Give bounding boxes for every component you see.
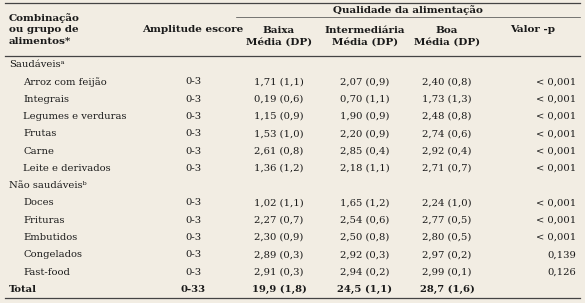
Text: 0-3: 0-3 (185, 129, 201, 138)
Text: < 0,001: < 0,001 (536, 78, 576, 86)
Text: 2,77 (0,5): 2,77 (0,5) (422, 216, 472, 225)
Text: 0-3: 0-3 (185, 147, 201, 155)
Text: 19,9 (1,8): 19,9 (1,8) (252, 285, 307, 294)
Text: 0,139: 0,139 (547, 250, 576, 259)
Text: < 0,001: < 0,001 (536, 112, 576, 121)
Text: 0-3: 0-3 (185, 250, 201, 259)
Text: Total: Total (9, 285, 37, 294)
Text: 2,54 (0,6): 2,54 (0,6) (340, 216, 390, 225)
Text: 2,40 (0,8): 2,40 (0,8) (422, 78, 472, 86)
Text: 2,80 (0,5): 2,80 (0,5) (422, 233, 472, 242)
Text: Embutidos: Embutidos (23, 233, 77, 242)
Text: 2,99 (0,1): 2,99 (0,1) (422, 268, 472, 277)
Text: 0-3: 0-3 (185, 268, 201, 277)
Text: 0-3: 0-3 (185, 78, 201, 86)
Text: 2,48 (0,8): 2,48 (0,8) (422, 112, 472, 121)
Text: < 0,001: < 0,001 (536, 164, 576, 173)
Text: 2,50 (0,8): 2,50 (0,8) (340, 233, 390, 242)
Text: < 0,001: < 0,001 (536, 233, 576, 242)
Text: 2,92 (0,3): 2,92 (0,3) (340, 250, 390, 259)
Text: Leite e derivados: Leite e derivados (23, 164, 111, 173)
Text: 28,7 (1,6): 28,7 (1,6) (419, 285, 474, 294)
Text: Arroz com feijão: Arroz com feijão (23, 77, 106, 87)
Text: 0,126: 0,126 (547, 268, 576, 277)
Text: 1,36 (1,2): 1,36 (1,2) (254, 164, 304, 173)
Text: 2,61 (0,8): 2,61 (0,8) (254, 147, 304, 155)
Text: Boa
Média (DP): Boa Média (DP) (414, 26, 480, 47)
Text: Frituras: Frituras (23, 216, 64, 225)
Text: < 0,001: < 0,001 (536, 129, 576, 138)
Text: 2,89 (0,3): 2,89 (0,3) (254, 250, 304, 259)
Text: Frutas: Frutas (23, 129, 56, 138)
Text: Doces: Doces (23, 198, 54, 208)
Text: 1,73 (1,3): 1,73 (1,3) (422, 95, 472, 104)
Text: Fast-food: Fast-food (23, 268, 70, 277)
Text: Amplitude escore: Amplitude escore (142, 25, 243, 34)
Text: 1,02 (1,1): 1,02 (1,1) (254, 198, 304, 208)
Text: Integrais: Integrais (23, 95, 69, 104)
Text: 2,27 (0,7): 2,27 (0,7) (254, 216, 304, 225)
Text: 0-3: 0-3 (185, 233, 201, 242)
Text: 24,5 (1,1): 24,5 (1,1) (338, 285, 393, 294)
Text: 2,30 (0,9): 2,30 (0,9) (254, 233, 304, 242)
Text: Qualidade da alimentação: Qualidade da alimentação (333, 5, 483, 15)
Text: 0-3: 0-3 (185, 112, 201, 121)
Text: < 0,001: < 0,001 (536, 216, 576, 225)
Text: 0,70 (1,1): 0,70 (1,1) (340, 95, 390, 104)
Text: 2,07 (0,9): 2,07 (0,9) (340, 78, 390, 86)
Text: Combinação
ou grupo de
alimentos*: Combinação ou grupo de alimentos* (9, 13, 80, 46)
Text: 2,74 (0,6): 2,74 (0,6) (422, 129, 472, 138)
Text: 0-33: 0-33 (180, 285, 205, 294)
Text: 2,91 (0,3): 2,91 (0,3) (254, 268, 304, 277)
Text: < 0,001: < 0,001 (536, 95, 576, 104)
Text: 2,18 (1,1): 2,18 (1,1) (340, 164, 390, 173)
Text: Não saudáveisᵇ: Não saudáveisᵇ (9, 181, 87, 190)
Text: 2,92 (0,4): 2,92 (0,4) (422, 147, 472, 155)
Text: 1,15 (0,9): 1,15 (0,9) (254, 112, 304, 121)
Text: < 0,001: < 0,001 (536, 198, 576, 208)
Text: Intermediária
Média (DP): Intermediária Média (DP) (325, 26, 405, 47)
Text: 2,97 (0,2): 2,97 (0,2) (422, 250, 472, 259)
Text: 1,53 (1,0): 1,53 (1,0) (254, 129, 304, 138)
Text: 0,19 (0,6): 0,19 (0,6) (254, 95, 304, 104)
Text: Valor -p: Valor -p (511, 25, 556, 34)
Text: Saudáveisᵃ: Saudáveisᵃ (9, 60, 64, 69)
Text: 2,94 (0,2): 2,94 (0,2) (340, 268, 390, 277)
Text: 0-3: 0-3 (185, 95, 201, 104)
Text: < 0,001: < 0,001 (536, 147, 576, 155)
Text: 2,85 (0,4): 2,85 (0,4) (340, 147, 390, 155)
Text: 0-3: 0-3 (185, 198, 201, 208)
Text: 2,20 (0,9): 2,20 (0,9) (340, 129, 390, 138)
Text: Congelados: Congelados (23, 250, 82, 259)
Text: 0-3: 0-3 (185, 164, 201, 173)
Text: 1,65 (1,2): 1,65 (1,2) (340, 198, 390, 208)
Text: Legumes e verduras: Legumes e verduras (23, 112, 126, 121)
Text: Baixa
Média (DP): Baixa Média (DP) (246, 26, 312, 47)
Text: Carne: Carne (23, 147, 54, 155)
Text: 1,90 (0,9): 1,90 (0,9) (340, 112, 390, 121)
Text: 1,71 (1,1): 1,71 (1,1) (254, 78, 304, 86)
Text: 0-3: 0-3 (185, 216, 201, 225)
Text: 2,71 (0,7): 2,71 (0,7) (422, 164, 472, 173)
Text: 2,24 (1,0): 2,24 (1,0) (422, 198, 472, 208)
